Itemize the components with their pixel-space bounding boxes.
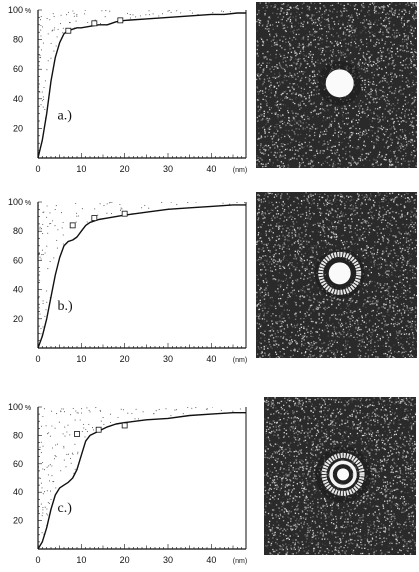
marker-square [117, 17, 124, 24]
x-tick-label: 20 [120, 555, 130, 565]
y-tick-label: 40 [13, 285, 23, 295]
y-tick-label: 40 [13, 94, 23, 104]
chart-panel-c: 0 10 20 30 40 (nm) 100 80 60 40 20% c.) [0, 385, 419, 572]
panel-label: b.) [58, 299, 74, 314]
x-tick-label: 0 [35, 555, 40, 565]
y-tick-label: 20 [13, 516, 23, 526]
marker-square [91, 20, 98, 27]
x-tick-label: 10 [76, 555, 86, 565]
diffraction-image-a [256, 2, 417, 168]
series-line [37, 12, 246, 159]
noise-texture [256, 2, 417, 168]
y-tick-label: 80 [13, 35, 23, 45]
inner-ring [329, 460, 357, 489]
x-tick-label: 0 [35, 164, 40, 174]
marker-square [91, 215, 98, 221]
x-tick-label: 40 [206, 354, 216, 364]
chart-panel-a: 0 10 20 30 40 (nm) 100 80 60 40 20% a.) [0, 0, 419, 190]
chart-panel-b: 0 10 20 30 40 (nm) 100 80 60 40 20% b.) [0, 190, 419, 380]
x-tick-label: 40 [206, 164, 216, 174]
stipple-fill [38, 202, 246, 348]
y-tick-label: 100 [8, 5, 23, 15]
x-axis-unit: (nm) [233, 558, 247, 565]
y-tick-label: 100 [8, 402, 23, 412]
outer-ring [321, 452, 365, 496]
curve-chart-c: 0 10 20 30 40 (nm) 100 80 60 40 20% c.) [8, 402, 247, 565]
x-tick-label: 20 [120, 164, 130, 174]
x-tick-label: 10 [76, 354, 86, 364]
marker-square [69, 222, 76, 229]
x-tick-label: 0 [35, 354, 40, 364]
y-tick-label: 40 [13, 487, 23, 497]
stipple-fill [38, 407, 246, 549]
marker-square [65, 27, 72, 34]
x-axis-unit: (nm) [233, 357, 247, 364]
x-axis-unit: (nm) [233, 167, 247, 174]
y-axis-unit: % [25, 200, 31, 207]
y-tick-label: 80 [13, 226, 23, 236]
y-tick-label: 60 [13, 459, 23, 469]
y-tick-label: 20 [13, 123, 23, 133]
diffraction-image-b [256, 192, 417, 358]
center-spot [325, 69, 354, 98]
diffraction-image-c [264, 397, 416, 555]
y-tick-label: 60 [13, 64, 23, 74]
center-spot [337, 468, 350, 481]
series-line [37, 204, 246, 349]
series-line [37, 412, 246, 550]
center-spot [328, 262, 351, 285]
panel-label: c.) [58, 501, 73, 516]
x-tick-label: 10 [76, 164, 86, 174]
outer-ring [318, 251, 362, 295]
marker-square [121, 422, 128, 429]
y-tick-label: 80 [13, 430, 23, 440]
curve-chart-a: 0 10 20 30 40 (nm) 100 80 60 40 20% a.) [8, 5, 247, 174]
panel-label: a.) [58, 109, 73, 124]
curve-chart-b: 0 10 20 30 40 (nm) 100 80 60 40 20% b.) [8, 197, 247, 364]
x-tick-label: 40 [206, 555, 216, 565]
marker-square [74, 431, 80, 437]
x-tick-label: 30 [163, 354, 173, 364]
y-tick-label: 100 [8, 197, 23, 207]
marker-square [95, 426, 102, 433]
y-tick-label: 60 [13, 255, 23, 265]
y-tick-label: 20 [13, 314, 23, 324]
x-tick-label: 30 [163, 164, 173, 174]
marker-square [121, 210, 128, 217]
y-axis-unit: % [25, 8, 31, 15]
x-tick-label: 30 [163, 555, 173, 565]
y-axis-unit: % [25, 405, 31, 412]
x-tick-label: 20 [120, 354, 130, 364]
